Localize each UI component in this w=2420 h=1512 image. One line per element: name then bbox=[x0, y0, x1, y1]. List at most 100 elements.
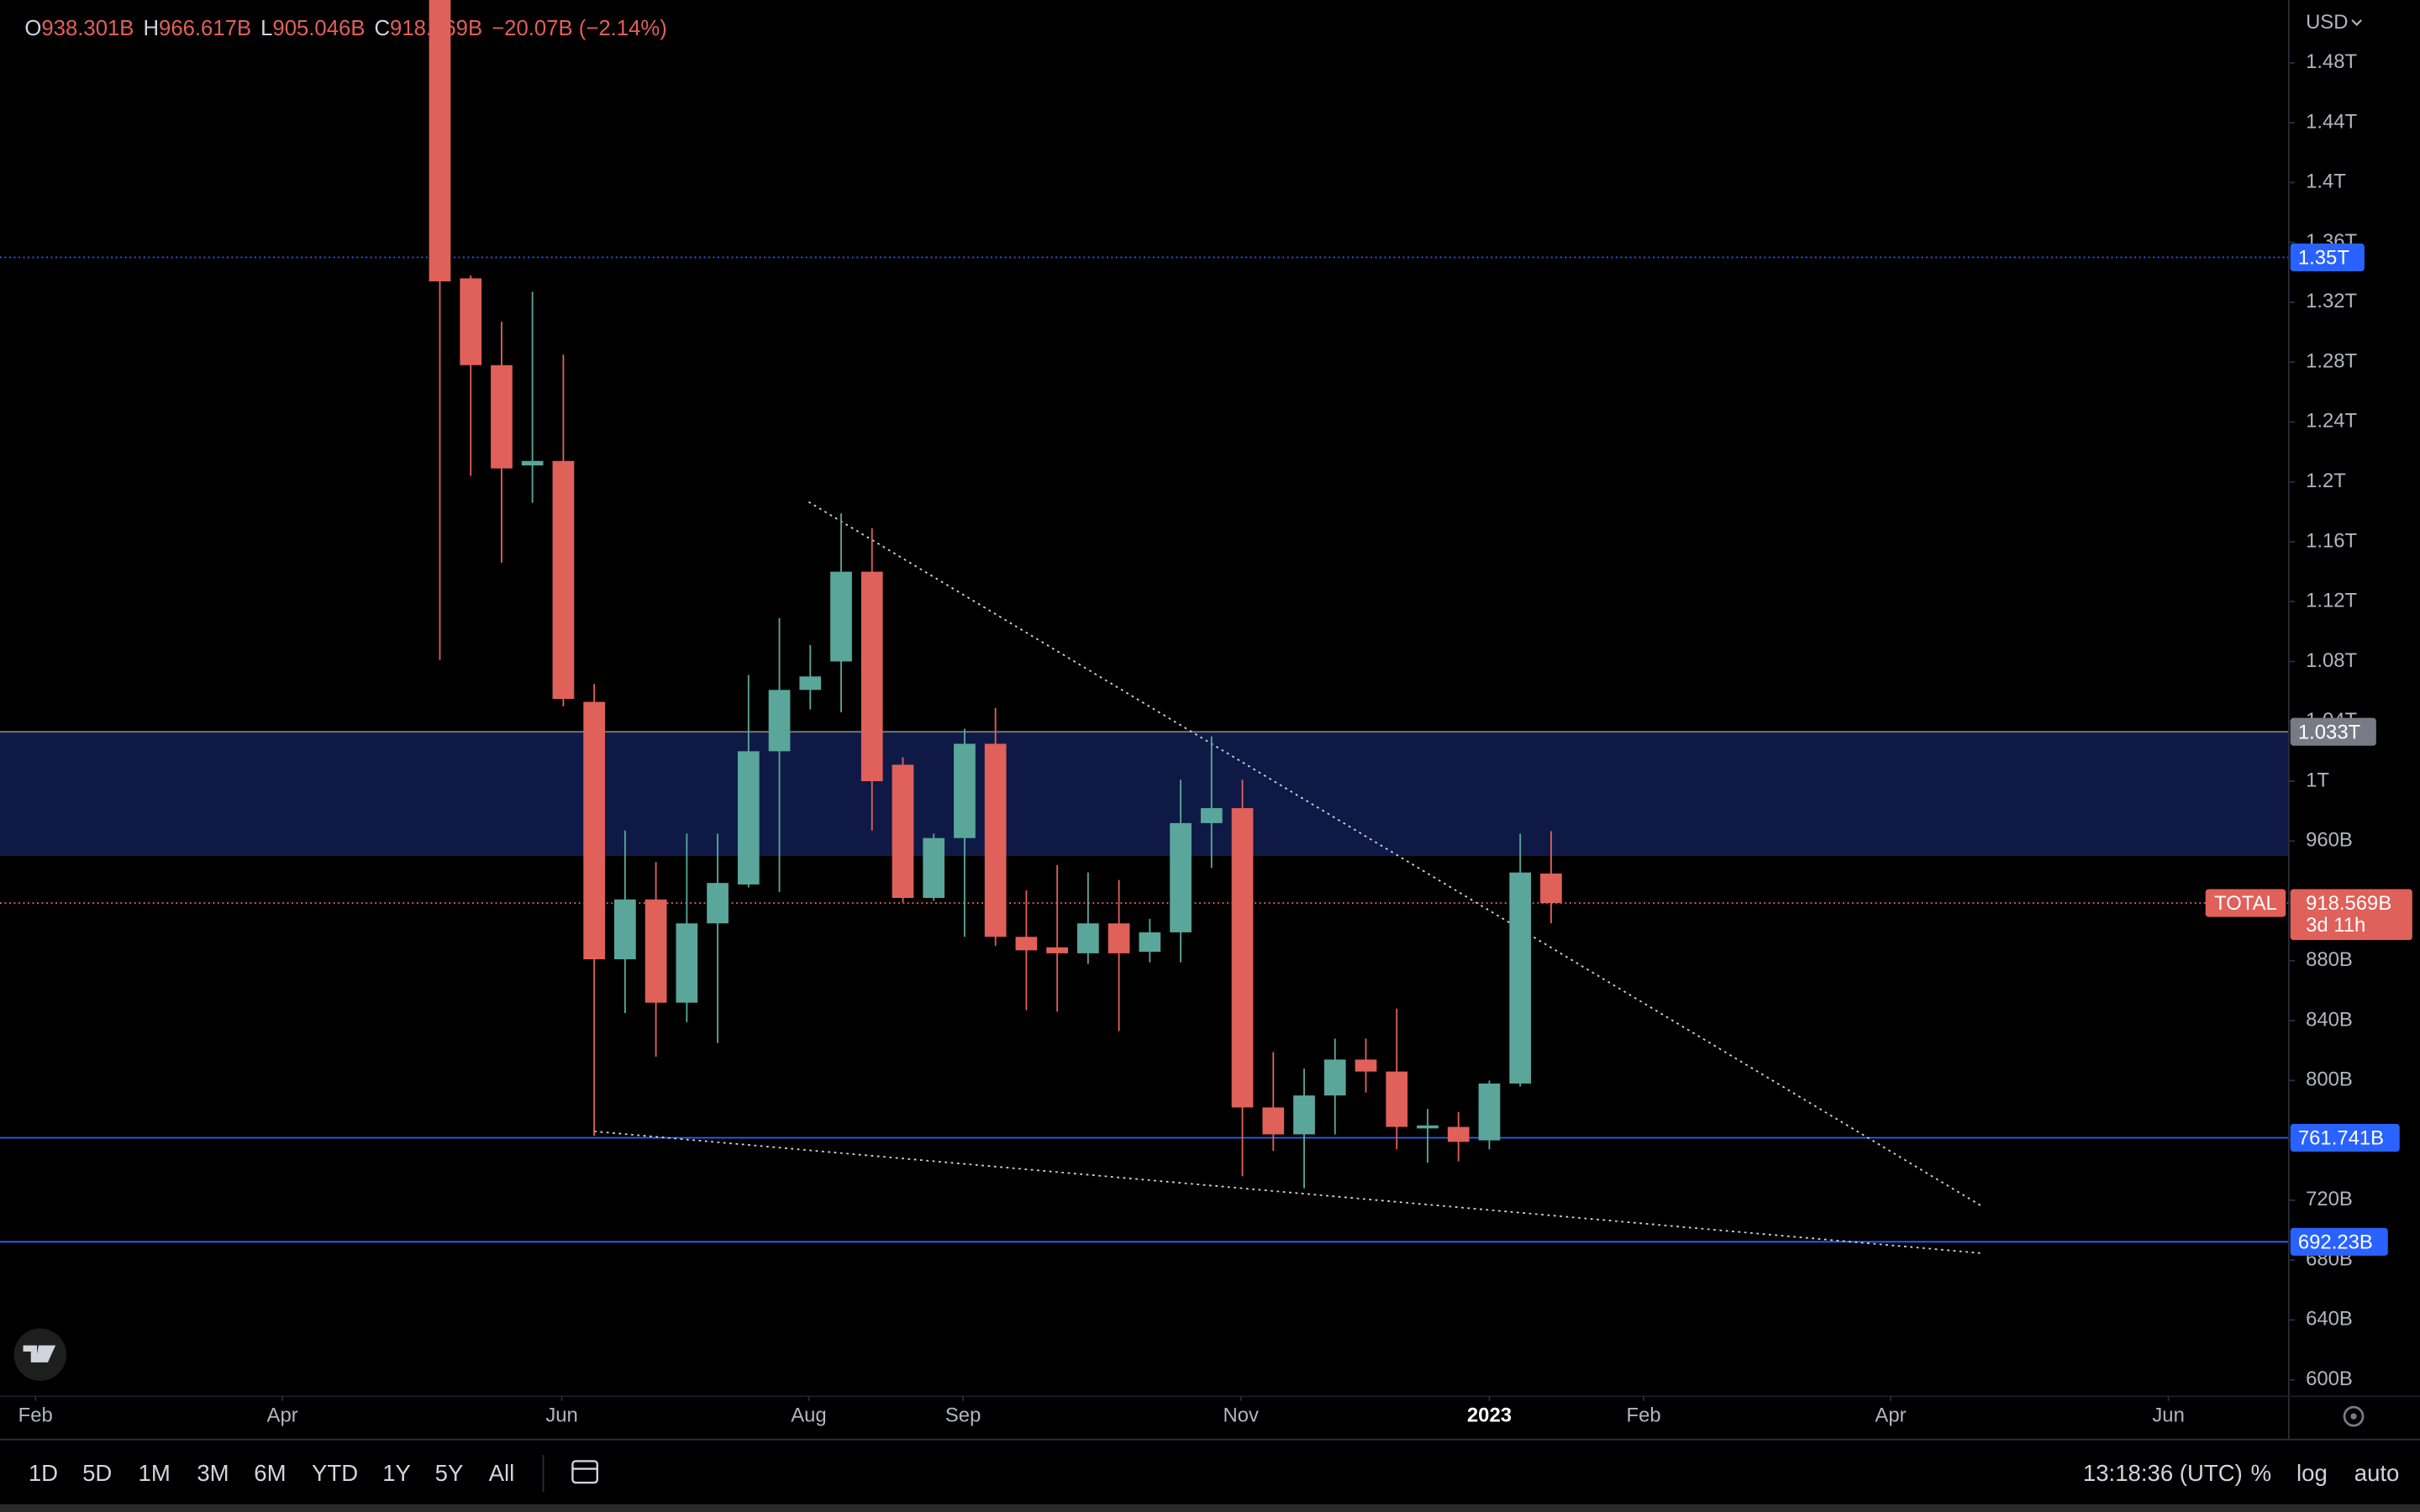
candle-body bbox=[954, 743, 976, 838]
clock: 13:18:36 (UTC) bbox=[2083, 1460, 2243, 1486]
y-tick-label: 880B bbox=[2306, 948, 2353, 971]
settings-icon[interactable] bbox=[2343, 1405, 2365, 1427]
candle-body bbox=[460, 278, 482, 365]
scale-option[interactable]: auto bbox=[2354, 1460, 2400, 1486]
plot-area bbox=[0, 0, 2289, 1255]
y-tick-label: 960B bbox=[2306, 829, 2353, 852]
candle-body bbox=[1323, 1059, 1346, 1096]
x-tick-label: Sep bbox=[945, 1404, 981, 1426]
range-button[interactable]: 6M bbox=[254, 1460, 286, 1486]
y-tick-label: 720B bbox=[2306, 1188, 2353, 1210]
range-button[interactable]: 5D bbox=[82, 1460, 112, 1486]
candle-body bbox=[1170, 822, 1192, 932]
x-tick-label: Feb bbox=[18, 1404, 53, 1426]
logo[interactable] bbox=[13, 1328, 66, 1381]
y-tick-label: 1.48T bbox=[2306, 50, 2357, 73]
candle-body bbox=[1478, 1083, 1501, 1141]
y-tick-label: 1.08T bbox=[2306, 649, 2357, 672]
x-tick-label: Apr bbox=[267, 1404, 298, 1426]
y-tick-label: 800B bbox=[2306, 1068, 2353, 1091]
y-tick-label: 640B bbox=[2306, 1308, 2353, 1331]
candle-body bbox=[644, 899, 667, 1003]
scale-option[interactable]: % bbox=[2251, 1460, 2272, 1486]
candle-body bbox=[707, 883, 729, 924]
candle-body bbox=[768, 690, 791, 752]
candle-body bbox=[1293, 1095, 1315, 1135]
candle-body bbox=[552, 460, 575, 700]
gear-center[interactable] bbox=[2350, 1413, 2357, 1420]
ohlc-label: H bbox=[143, 17, 159, 40]
candle-body bbox=[984, 743, 1007, 937]
candle-body bbox=[1447, 1126, 1470, 1142]
logo-icon[interactable] bbox=[23, 1345, 56, 1362]
x-tick-label: Jun bbox=[545, 1404, 577, 1426]
candle-body bbox=[1015, 937, 1038, 951]
y-tick-label: 1.2T bbox=[2306, 470, 2346, 492]
candle-body bbox=[1077, 923, 1099, 953]
ohlc-label: O bbox=[24, 17, 41, 40]
legend: O938.301B H966.617B L905.046B C918.569B −20.… bbox=[24, 17, 666, 40]
x-tick-label: Jun bbox=[2152, 1404, 2184, 1426]
candle-body bbox=[521, 460, 544, 466]
candle-body bbox=[676, 923, 698, 1003]
candle-body bbox=[830, 571, 852, 662]
candle-body bbox=[860, 571, 883, 782]
level-label-bg bbox=[2290, 1123, 2400, 1152]
range-button[interactable]: 1D bbox=[29, 1460, 58, 1486]
candle-body bbox=[1231, 808, 1254, 1108]
level-label-bg bbox=[2290, 1227, 2388, 1256]
level-label: 1.35T bbox=[2298, 247, 2349, 270]
candle-body bbox=[1107, 923, 1130, 953]
candle-body bbox=[1509, 872, 1532, 1084]
trendline bbox=[594, 1130, 1984, 1255]
candle-body bbox=[1139, 932, 1161, 953]
candle-body bbox=[799, 676, 822, 690]
candle-body bbox=[1200, 808, 1223, 823]
candle-body bbox=[491, 365, 513, 469]
symbol-label: TOTAL bbox=[2214, 892, 2277, 915]
y-tick-label: 1.16T bbox=[2306, 529, 2357, 552]
y-tick-label: 600B bbox=[2306, 1368, 2353, 1390]
range-button[interactable]: 1Y bbox=[382, 1460, 411, 1486]
countdown: 3d 11h bbox=[2306, 914, 2365, 937]
ohlc-label: C bbox=[374, 17, 390, 40]
range-button[interactable]: All bbox=[489, 1460, 515, 1486]
candle-body bbox=[1355, 1059, 1377, 1072]
range-button[interactable]: 1M bbox=[139, 1460, 171, 1486]
zone bbox=[0, 732, 2289, 857]
level-label: 761.741B bbox=[2298, 1127, 2384, 1150]
level-label: 1.033T bbox=[2298, 721, 2361, 743]
range-button[interactable]: 5Y bbox=[435, 1460, 464, 1486]
candle-body bbox=[892, 764, 914, 898]
candle-body bbox=[1540, 873, 1562, 904]
y-tick-label: 1.12T bbox=[2306, 590, 2357, 612]
scale-option[interactable]: log bbox=[2296, 1460, 2328, 1486]
candle-body bbox=[429, 0, 451, 281]
toolbar: 1D 5D 1M 3M 6M YTD 1Y 5Y All 13:18:36 (UTC)% log au… bbox=[29, 1460, 2400, 1486]
x-tick-label: Feb bbox=[1627, 1404, 1661, 1426]
symbol-label-bg bbox=[2205, 889, 2286, 917]
ohlc-value: 966.617B bbox=[159, 17, 251, 40]
gear[interactable] bbox=[2343, 1405, 2365, 1427]
change: −20.07B (−2.14%) bbox=[492, 17, 667, 40]
y-tick-label: 1.24T bbox=[2306, 410, 2357, 433]
range-button[interactable]: YTD bbox=[312, 1460, 358, 1486]
ohlc-value: 938.301B bbox=[41, 17, 134, 40]
y-tick-label: 1.44T bbox=[2306, 110, 2357, 133]
x-tick-label: Nov bbox=[1223, 1404, 1260, 1426]
calendar[interactable] bbox=[571, 1460, 599, 1484]
range-button[interactable]: 3M bbox=[197, 1460, 229, 1486]
x-tick-label: Aug bbox=[791, 1404, 826, 1426]
y-tick-label: 1T bbox=[2306, 769, 2329, 791]
level-label: 692.23B bbox=[2298, 1231, 2373, 1253]
candle-body bbox=[1417, 1125, 1439, 1129]
y-tick-label: 840B bbox=[2306, 1008, 2353, 1031]
last-price-label: 918.569B bbox=[2306, 892, 2391, 915]
candle-body bbox=[737, 751, 760, 885]
bottom-strip bbox=[0, 1504, 2420, 1512]
candle-body bbox=[1046, 947, 1069, 953]
currency-caret[interactable] bbox=[2351, 19, 2362, 26]
calendar-icon[interactable] bbox=[571, 1460, 599, 1484]
currency[interactable]: USD bbox=[2306, 11, 2348, 34]
